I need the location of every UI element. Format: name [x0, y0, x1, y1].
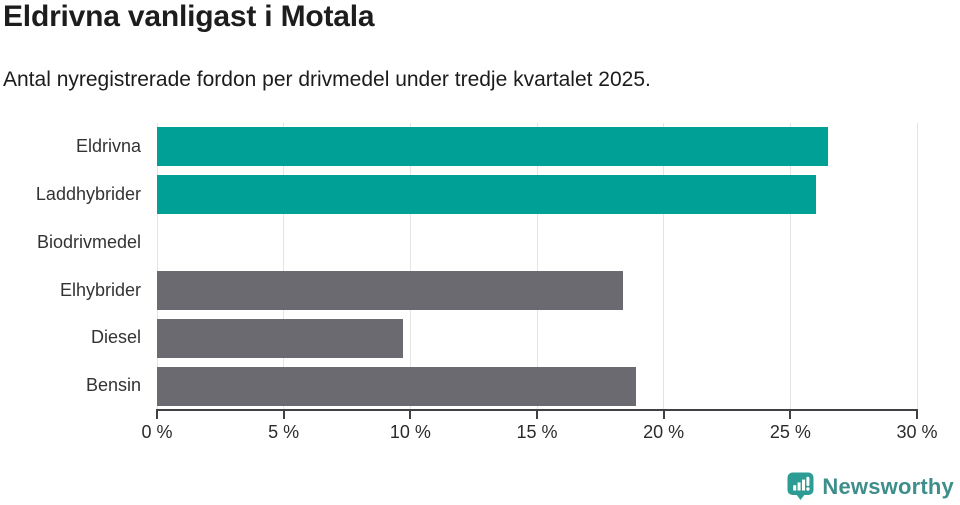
- gridline: [789, 123, 791, 410]
- x-tick-mark: [156, 411, 158, 419]
- x-tick-mark: [662, 411, 665, 419]
- gridline: [663, 123, 665, 410]
- x-tick-label: 20 %: [643, 422, 685, 442]
- category-label: Diesel: [90, 327, 141, 348]
- x-tick-label: 25 %: [769, 422, 811, 442]
- y-axis-category-labels: Eldrivna Laddhybrider Biodrivmedel Elhybrid…: [0, 123, 141, 410]
- bar-diesel: [157, 318, 403, 358]
- category-label: Eldrivna: [75, 136, 141, 156]
- category-label: Bensin: [85, 375, 141, 396]
- x-tick-mark: [536, 411, 538, 419]
- gridline: [409, 123, 411, 410]
- bar-eldrivna: [157, 127, 829, 167]
- x-tick-mark: [282, 411, 285, 419]
- plot-area: [156, 123, 918, 410]
- chart-subtitle: Antal nyregistrerade fordon per drivmede…: [3, 68, 651, 91]
- x-tick-label: 5 %: [268, 422, 300, 442]
- gridline: [536, 123, 538, 410]
- newsworthy-wordmark: Newsworthy: [822, 473, 954, 499]
- x-tick-label: 0 %: [141, 422, 173, 442]
- x-axis-line: [156, 409, 918, 411]
- newsworthy-logo: Newsworthy: [787, 472, 954, 501]
- x-tick-label: 30 %: [896, 422, 938, 442]
- bar-bensin: [157, 366, 636, 406]
- category-label: Biodrivmedel: [36, 231, 141, 252]
- x-tick-label: 10 %: [389, 422, 431, 442]
- chart-title: Eldrivna vanligast i Motala: [3, 0, 375, 33]
- category-label: Elhybrider: [59, 279, 141, 300]
- bar-laddhybrider: [157, 175, 816, 215]
- newsworthy-icon: [787, 472, 814, 500]
- gridline: [283, 123, 285, 410]
- bar-elhybrider: [157, 270, 624, 310]
- gridline: [156, 123, 158, 410]
- x-tick-label: 15 %: [516, 422, 558, 442]
- category-label: Laddhybrider: [35, 183, 141, 204]
- x-tick-mark: [789, 411, 792, 419]
- gridline: [916, 123, 918, 410]
- x-tick-mark: [409, 411, 412, 419]
- x-tick-mark: [916, 411, 918, 419]
